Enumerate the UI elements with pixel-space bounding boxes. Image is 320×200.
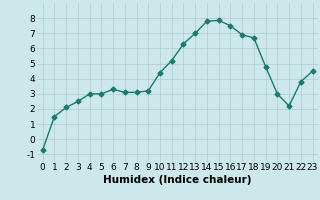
X-axis label: Humidex (Indice chaleur): Humidex (Indice chaleur) — [103, 175, 252, 185]
